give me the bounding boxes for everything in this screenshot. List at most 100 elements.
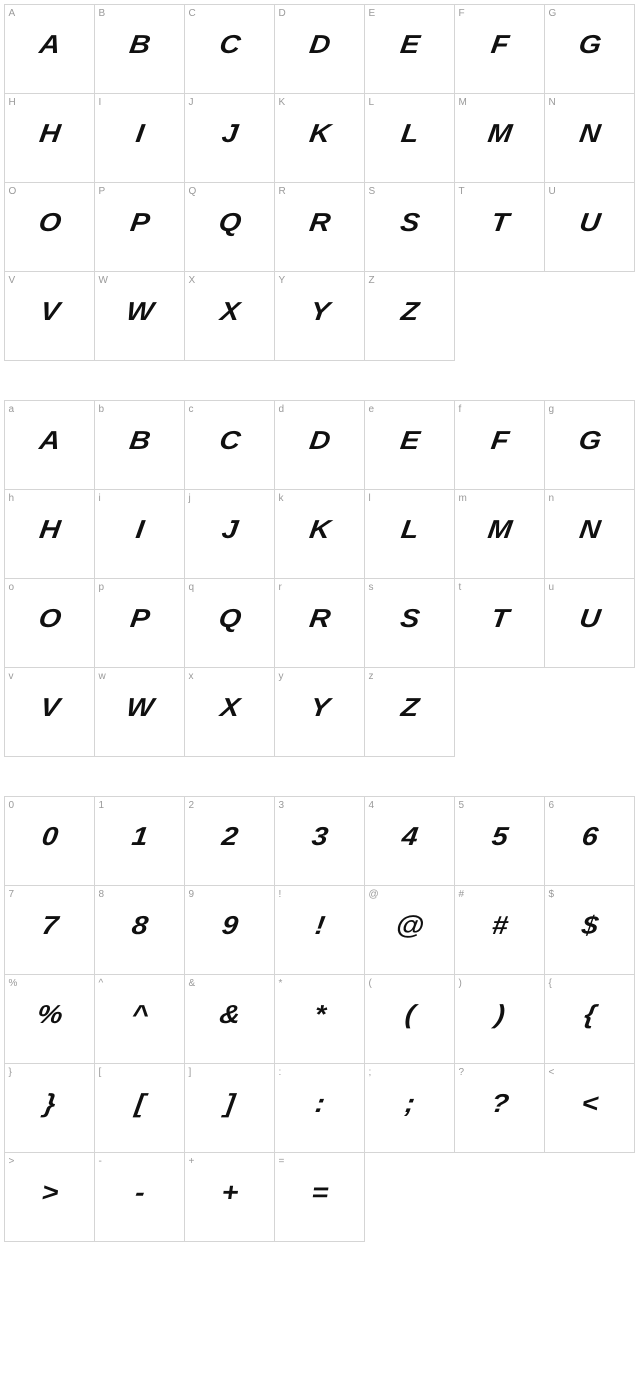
cell-glyph: V — [0, 692, 100, 723]
cell-glyph: M — [448, 514, 550, 545]
cell-glyph: I — [88, 118, 190, 149]
cell-label: H — [9, 97, 16, 108]
cell-label: o — [9, 582, 15, 593]
section-uppercase: AABBCCDDEEFFGGHHIIJJKKLLMMNNOOPPQQRRSSTT… — [4, 4, 636, 360]
cell-glyph: 3 — [268, 821, 370, 852]
cell-label: Q — [189, 186, 197, 197]
cell-label: - — [99, 1156, 102, 1167]
glyph-cell: >> — [4, 1152, 95, 1242]
cell-glyph: B — [88, 29, 190, 60]
cell-label: z — [369, 671, 374, 682]
cell-label: 7 — [9, 889, 15, 900]
glyph-cell: aA — [4, 400, 95, 490]
glyph-cell: PP — [94, 182, 185, 272]
glyph-cell: OO — [4, 182, 95, 272]
glyph-cell: ## — [454, 885, 545, 975]
cell-glyph: S — [358, 603, 460, 634]
cell-glyph: 9 — [178, 910, 280, 941]
glyph-cell: GG — [544, 4, 635, 94]
glyph-cell: :: — [274, 1063, 365, 1153]
cell-glyph: $ — [538, 910, 640, 941]
cell-glyph: N — [538, 118, 640, 149]
glyph-cell: JJ — [184, 93, 275, 183]
cell-glyph: P — [88, 207, 190, 238]
cell-label: r — [279, 582, 282, 593]
cell-glyph: J — [178, 514, 280, 545]
cell-glyph: ; — [358, 1088, 460, 1119]
cell-glyph: C — [178, 29, 280, 60]
cell-label: N — [549, 97, 556, 108]
cell-label: i — [99, 493, 101, 504]
glyph-cell: QQ — [184, 182, 275, 272]
glyph-cell: XX — [184, 271, 275, 361]
cell-label: F — [459, 8, 465, 19]
cell-label: = — [279, 1156, 285, 1167]
glyph-cell: bB — [94, 400, 185, 490]
glyph-cell: 00 — [4, 796, 95, 886]
glyph-cell: yY — [274, 667, 365, 757]
cell-label: 9 — [189, 889, 195, 900]
glyph-cell: 99 — [184, 885, 275, 975]
glyph-cell: gG — [544, 400, 635, 490]
glyph-cell: MM — [454, 93, 545, 183]
cell-glyph: ! — [268, 910, 370, 941]
cell-label: + — [189, 1156, 195, 1167]
cell-label: K — [279, 97, 286, 108]
glyph-cell: HH — [4, 93, 95, 183]
cell-glyph: K — [268, 118, 370, 149]
cell-label: e — [369, 404, 375, 415]
cell-label: D — [279, 8, 286, 19]
cell-glyph: > — [0, 1177, 100, 1208]
cell-glyph: N — [538, 514, 640, 545]
glyph-grid: 00112233445566778899!!@@##$$%%^^&&**(())… — [4, 796, 636, 1241]
glyph-cell: ZZ — [364, 271, 455, 361]
cell-label: O — [9, 186, 17, 197]
glyph-cell: iI — [94, 489, 185, 579]
glyph-cell: ?? — [454, 1063, 545, 1153]
cell-glyph: A — [0, 425, 100, 456]
glyph-cell: EE — [364, 4, 455, 94]
cell-label: C — [189, 8, 196, 19]
cell-label: T — [459, 186, 465, 197]
cell-glyph: Y — [268, 296, 370, 327]
cell-glyph: - — [88, 1177, 190, 1208]
cell-label: 1 — [99, 800, 105, 811]
section-numbers-symbols: 00112233445566778899!!@@##$$%%^^&&**(())… — [4, 796, 636, 1241]
cell-label: 4 — [369, 800, 375, 811]
glyph-cell: wW — [94, 667, 185, 757]
cell-glyph: 0 — [0, 821, 100, 852]
cell-label: E — [369, 8, 376, 19]
glyph-cell: 11 — [94, 796, 185, 886]
cell-label: w — [99, 671, 106, 682]
glyph-cell: CC — [184, 4, 275, 94]
glyph-cell: DD — [274, 4, 365, 94]
glyph-cell: LL — [364, 93, 455, 183]
cell-label: 5 — [459, 800, 465, 811]
glyph-cell: RR — [274, 182, 365, 272]
character-map-container: AABBCCDDEEFFGGHHIIJJKKLLMMNNOOPPQQRRSSTT… — [4, 4, 636, 1241]
glyph-cell: BB — [94, 4, 185, 94]
cell-label: 8 — [99, 889, 105, 900]
cell-label: < — [549, 1067, 555, 1078]
cell-label: X — [189, 275, 196, 286]
cell-glyph: B — [88, 425, 190, 456]
cell-label: ( — [369, 978, 372, 989]
cell-label: P — [99, 186, 106, 197]
glyph-cell: lL — [364, 489, 455, 579]
cell-glyph: + — [178, 1177, 280, 1208]
cell-label: m — [459, 493, 467, 504]
cell-label: ! — [279, 889, 282, 900]
cell-glyph: ^ — [88, 999, 190, 1030]
cell-label: d — [279, 404, 285, 415]
glyph-cell: !! — [274, 885, 365, 975]
cell-glyph: 7 — [0, 910, 100, 941]
cell-label: } — [9, 1067, 12, 1078]
glyph-cell: sS — [364, 578, 455, 668]
cell-glyph: { — [538, 999, 640, 1030]
cell-glyph: : — [268, 1088, 370, 1119]
cell-glyph: E — [358, 29, 460, 60]
cell-glyph: & — [178, 999, 280, 1030]
glyph-cell: AA — [4, 4, 95, 94]
cell-label: G — [549, 8, 557, 19]
glyph-cell: YY — [274, 271, 365, 361]
